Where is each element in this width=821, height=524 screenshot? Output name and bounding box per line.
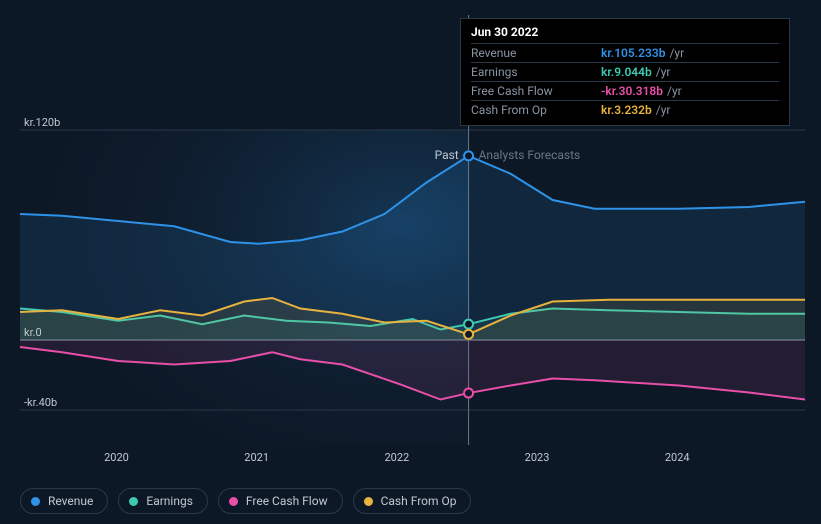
x-axis-label: 2024 [665, 451, 690, 464]
tooltip-row-unit: /yr [656, 103, 671, 117]
y-axis-label: -kr.40b [24, 396, 57, 409]
tooltip-date: Jun 30 2022 [471, 25, 779, 43]
legend-label: Cash From Op [381, 494, 457, 508]
tooltip-row-value: kr.9.044b [601, 65, 652, 79]
tooltip-row: Free Cash Flow-kr.30.318b/yr [471, 81, 779, 100]
legend-dot-icon [31, 497, 40, 506]
section-label-past: Past [435, 148, 459, 162]
tooltip-row-unit: /yr [656, 65, 671, 79]
section-label-forecast: Analysts Forecasts [479, 148, 581, 162]
tooltip-row-unit: /yr [669, 46, 684, 60]
legend-item-revenue[interactable]: Revenue [20, 488, 108, 514]
y-axis-label: kr.0 [24, 326, 42, 339]
tooltip-row: Earningskr.9.044b/yr [471, 62, 779, 81]
financial-chart: Jun 30 2022 Revenuekr.105.233b/yrEarning… [0, 0, 821, 524]
legend: Revenue Earnings Free Cash Flow Cash From O… [20, 488, 471, 514]
y-axis-label: kr.120b [24, 116, 60, 129]
x-axis-label: 2023 [525, 451, 550, 464]
hover-tooltip: Jun 30 2022 Revenuekr.105.233b/yrEarning… [460, 18, 790, 126]
x-axis-label: 2020 [104, 451, 129, 464]
legend-dot-icon [129, 497, 138, 506]
tooltip-row: Revenuekr.105.233b/yr [471, 43, 779, 62]
tooltip-row: Cash From Opkr.3.232b/yr [471, 100, 779, 119]
tooltip-row-label: Free Cash Flow [471, 84, 601, 98]
x-axis-label: 2021 [244, 451, 269, 464]
tooltip-row-label: Cash From Op [471, 103, 601, 117]
tooltip-row-label: Earnings [471, 65, 601, 79]
legend-item-earnings[interactable]: Earnings [118, 488, 208, 514]
legend-dot-icon [364, 497, 373, 506]
tooltip-row-value: kr.3.232b [601, 103, 652, 117]
legend-item-free-cash-flow[interactable]: Free Cash Flow [218, 488, 343, 514]
tooltip-row-value: kr.105.233b [601, 46, 665, 60]
x-axis-label: 2022 [384, 451, 409, 464]
legend-label: Revenue [48, 494, 93, 508]
legend-item-cash-from-op[interactable]: Cash From Op [353, 488, 472, 514]
legend-label: Free Cash Flow [246, 494, 328, 508]
tooltip-row-value: -kr.30.318b [601, 84, 663, 98]
tooltip-row-unit: /yr [667, 84, 682, 98]
legend-dot-icon [229, 497, 238, 506]
tooltip-row-label: Revenue [471, 46, 601, 60]
legend-label: Earnings [146, 494, 193, 508]
